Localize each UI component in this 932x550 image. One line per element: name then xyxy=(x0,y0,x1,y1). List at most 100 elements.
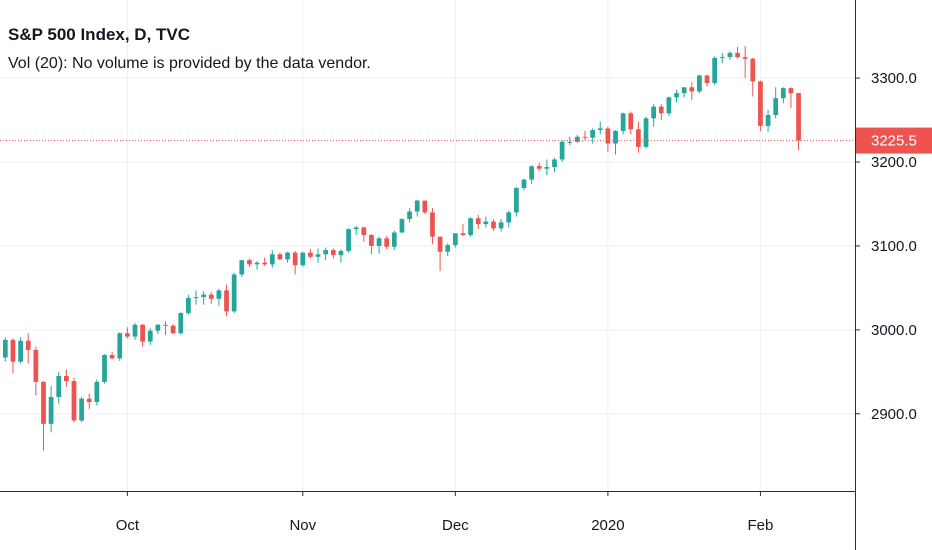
candle-body[interactable] xyxy=(780,88,786,99)
candle-body[interactable] xyxy=(201,294,207,298)
candle-body[interactable] xyxy=(86,398,92,403)
candle-body[interactable] xyxy=(109,355,115,359)
candle-body[interactable] xyxy=(170,325,176,334)
candle-body[interactable] xyxy=(56,376,62,397)
candle-body[interactable] xyxy=(300,252,306,266)
candle-body[interactable] xyxy=(437,236,443,252)
candle-body[interactable] xyxy=(735,52,740,58)
candle-body[interactable] xyxy=(567,141,573,143)
candle-body[interactable] xyxy=(277,254,283,260)
candle-body[interactable] xyxy=(254,262,260,265)
candle-body[interactable] xyxy=(346,229,351,251)
candle-body[interactable] xyxy=(536,166,542,169)
candle-body[interactable] xyxy=(94,381,100,403)
candle-body[interactable] xyxy=(597,128,603,131)
candle-body[interactable] xyxy=(506,212,512,223)
candle-body[interactable] xyxy=(742,57,748,59)
candle-body[interactable] xyxy=(41,381,46,424)
candle-body[interactable] xyxy=(71,381,77,421)
candle-body[interactable] xyxy=(491,221,496,229)
candle-body[interactable] xyxy=(315,254,321,257)
candle-body[interactable] xyxy=(10,339,16,362)
candle-body[interactable] xyxy=(18,340,23,362)
candle-body[interactable] xyxy=(391,232,397,247)
candle-body[interactable] xyxy=(330,250,336,256)
candle-body[interactable] xyxy=(208,294,214,299)
candle-body[interactable] xyxy=(338,250,344,256)
candle-body[interactable] xyxy=(498,222,504,229)
candle-body[interactable] xyxy=(750,58,756,82)
candle-body[interactable] xyxy=(727,52,733,58)
candle-body[interactable] xyxy=(125,333,130,337)
candle-body[interactable] xyxy=(63,376,69,382)
candle-body[interactable] xyxy=(758,81,763,126)
candle-body[interactable] xyxy=(529,166,534,180)
candle-body[interactable] xyxy=(155,324,161,331)
candle-body[interactable] xyxy=(613,130,618,144)
candle-body[interactable] xyxy=(369,235,374,246)
candle-body[interactable] xyxy=(697,75,702,92)
candle-body[interactable] xyxy=(247,260,252,265)
candle-body[interactable] xyxy=(407,211,412,220)
candle-body[interactable] xyxy=(323,250,329,255)
candle-body[interactable] xyxy=(193,297,199,299)
candle-body[interactable] xyxy=(147,330,153,342)
candle-body[interactable] xyxy=(628,113,634,130)
candle-body[interactable] xyxy=(796,93,801,141)
candle-body[interactable] xyxy=(231,274,237,312)
candle-body[interactable] xyxy=(590,130,595,138)
candle-body[interactable] xyxy=(262,262,268,265)
candle-body[interactable] xyxy=(452,233,458,246)
candle-body[interactable] xyxy=(140,324,145,342)
candle-body[interactable] xyxy=(666,97,672,114)
candle-body[interactable] xyxy=(460,233,466,236)
candle-body[interactable] xyxy=(430,212,435,237)
candle-body[interactable] xyxy=(361,227,367,236)
candle-body[interactable] xyxy=(559,141,565,160)
candle-body[interactable] xyxy=(689,87,695,92)
candle-body[interactable] xyxy=(681,87,687,94)
candle-body[interactable] xyxy=(765,114,771,126)
candle-body[interactable] xyxy=(384,238,390,247)
candle-body[interactable] xyxy=(25,340,31,350)
candle-body[interactable] xyxy=(414,200,420,212)
candle-body[interactable] xyxy=(48,396,54,424)
candle-body[interactable] xyxy=(788,88,794,94)
candle-body[interactable] xyxy=(399,219,405,233)
candle-body[interactable] xyxy=(704,75,710,84)
candle-body[interactable] xyxy=(575,136,580,142)
candle-body[interactable] xyxy=(552,159,557,168)
candle-body[interactable] xyxy=(285,252,290,260)
candle-body[interactable] xyxy=(773,98,779,115)
candle-body[interactable] xyxy=(292,252,298,266)
candle-body[interactable] xyxy=(544,167,550,169)
candle-body[interactable] xyxy=(216,290,222,299)
candle-body[interactable] xyxy=(475,218,481,225)
candle-body[interactable] xyxy=(582,136,588,138)
candle-body[interactable] xyxy=(521,179,527,189)
candle-body[interactable] xyxy=(712,57,718,84)
candle-body[interactable] xyxy=(224,290,229,312)
candle-body[interactable] xyxy=(719,57,725,59)
candle-body[interactable] xyxy=(422,200,428,213)
candle-body[interactable] xyxy=(2,339,8,358)
candle-body[interactable] xyxy=(376,238,382,246)
candle-body[interactable] xyxy=(643,118,649,147)
candle-body[interactable] xyxy=(102,355,107,382)
candle-body[interactable] xyxy=(651,106,657,119)
candle-body[interactable] xyxy=(445,245,451,252)
candle-body[interactable] xyxy=(605,128,611,144)
candle-body[interactable] xyxy=(468,218,473,236)
candle-body[interactable] xyxy=(79,398,84,421)
candle-body[interactable] xyxy=(620,113,626,131)
candle-body[interactable] xyxy=(163,324,168,326)
candle-body[interactable] xyxy=(353,227,359,230)
candle-body[interactable] xyxy=(308,252,313,257)
candle-body[interactable] xyxy=(132,324,138,337)
candle-body[interactable] xyxy=(658,106,664,114)
candle-body[interactable] xyxy=(186,297,191,314)
candle-body[interactable] xyxy=(636,129,641,147)
candle-body[interactable] xyxy=(178,313,184,334)
candle-body[interactable] xyxy=(117,333,123,359)
